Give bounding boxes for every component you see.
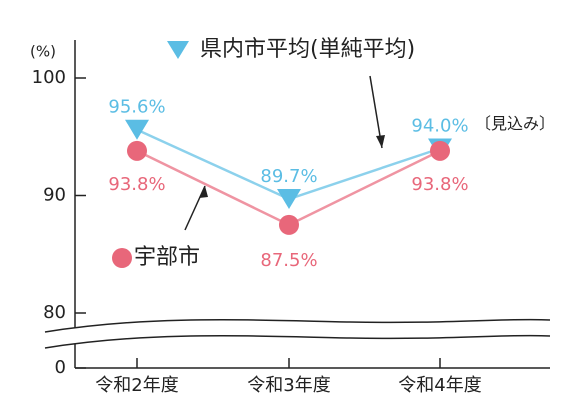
x-tick-label: 令和3年度 <box>247 375 330 396</box>
annotation: 〔見込み〕 <box>475 114 555 133</box>
legend-marker <box>167 41 189 59</box>
value-label: 93.8% <box>411 174 468 195</box>
line <box>136 149 441 227</box>
value-label: 87.5% <box>260 250 317 271</box>
value-label: 95.6% <box>108 97 165 118</box>
line <box>136 128 441 201</box>
arrowhead <box>376 135 385 148</box>
y-tick-label: 0 <box>55 357 66 378</box>
arrowhead <box>199 186 208 198</box>
axis-break-fill <box>45 319 550 348</box>
legend-label: 県内市平均(単純平均) <box>200 37 415 62</box>
value-label: 93.8% <box>108 174 165 195</box>
marker <box>125 119 149 140</box>
legend-label: 宇部市 <box>134 245 200 270</box>
y-axis-label: (%) <box>30 43 56 61</box>
marker <box>277 189 301 210</box>
legend-marker <box>112 248 132 268</box>
y-tick-label: 100 <box>32 67 66 88</box>
marker <box>279 214 299 235</box>
marker <box>127 140 147 161</box>
y-tick-label: 90 <box>43 185 66 206</box>
value-label: 94.0% <box>411 116 468 137</box>
axis-break <box>44 334 551 349</box>
marker <box>430 140 450 161</box>
y-tick-label: 80 <box>43 302 66 323</box>
x-tick-label: 令和4年度 <box>398 375 481 396</box>
x-tick-label: 令和2年度 <box>95 375 178 396</box>
value-label: 89.7% <box>260 166 317 187</box>
axis-break <box>44 318 551 333</box>
